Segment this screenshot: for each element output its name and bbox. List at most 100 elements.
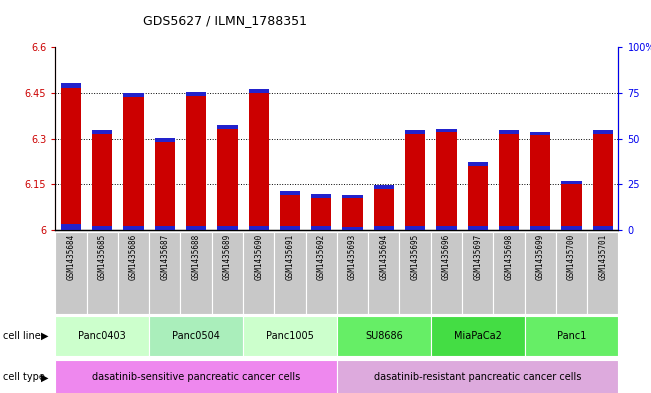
Text: dasatinib-resistant pancreatic cancer cells: dasatinib-resistant pancreatic cancer ce… bbox=[374, 372, 581, 382]
Bar bbox=[87, 232, 118, 314]
Bar bbox=[155, 138, 175, 141]
Text: GSM1435696: GSM1435696 bbox=[442, 233, 451, 280]
Bar bbox=[55, 232, 87, 314]
Bar bbox=[467, 162, 488, 166]
Bar bbox=[530, 132, 550, 136]
Bar bbox=[149, 316, 243, 356]
Bar bbox=[92, 130, 113, 134]
Bar bbox=[525, 232, 556, 314]
Text: GSM1435697: GSM1435697 bbox=[473, 233, 482, 280]
Bar bbox=[61, 88, 81, 230]
Bar bbox=[280, 191, 300, 195]
Bar bbox=[561, 180, 582, 184]
Bar bbox=[274, 232, 305, 314]
Bar bbox=[249, 93, 269, 230]
Bar bbox=[280, 226, 300, 230]
Bar bbox=[124, 226, 144, 230]
Bar bbox=[405, 130, 425, 134]
Bar bbox=[311, 198, 331, 230]
Bar bbox=[525, 316, 618, 356]
Bar bbox=[405, 226, 425, 230]
Text: dasatinib-sensitive pancreatic cancer cells: dasatinib-sensitive pancreatic cancer ce… bbox=[92, 372, 300, 382]
Text: MiaPaCa2: MiaPaCa2 bbox=[454, 331, 502, 341]
Bar bbox=[342, 198, 363, 230]
Bar bbox=[467, 166, 488, 230]
Bar bbox=[61, 224, 81, 230]
Bar bbox=[493, 232, 525, 314]
Text: GDS5627 / ILMN_1788351: GDS5627 / ILMN_1788351 bbox=[143, 14, 307, 27]
Bar bbox=[592, 134, 613, 230]
Text: Panc1005: Panc1005 bbox=[266, 331, 314, 341]
Bar bbox=[92, 226, 113, 230]
Text: cell line: cell line bbox=[3, 331, 41, 341]
Text: GSM1435694: GSM1435694 bbox=[380, 233, 388, 280]
Bar bbox=[243, 232, 274, 314]
Bar bbox=[305, 232, 337, 314]
Bar bbox=[249, 226, 269, 230]
Text: GSM1435687: GSM1435687 bbox=[160, 233, 169, 280]
Bar bbox=[467, 226, 488, 230]
Bar bbox=[311, 194, 331, 198]
Bar bbox=[374, 189, 394, 230]
Bar bbox=[400, 232, 431, 314]
Bar bbox=[280, 195, 300, 230]
Bar bbox=[149, 232, 180, 314]
Bar bbox=[217, 129, 238, 230]
Bar bbox=[436, 132, 456, 230]
Text: Panc0403: Panc0403 bbox=[78, 331, 126, 341]
Text: GSM1435699: GSM1435699 bbox=[536, 233, 545, 280]
Text: GSM1435691: GSM1435691 bbox=[286, 233, 294, 280]
Bar bbox=[186, 96, 206, 230]
Text: GSM1435693: GSM1435693 bbox=[348, 233, 357, 280]
Text: SU8686: SU8686 bbox=[365, 331, 403, 341]
Text: GSM1435686: GSM1435686 bbox=[129, 233, 138, 280]
Bar bbox=[337, 360, 618, 393]
Text: ▶: ▶ bbox=[41, 331, 49, 341]
Bar bbox=[499, 226, 519, 230]
Bar bbox=[462, 232, 493, 314]
Text: GSM1435695: GSM1435695 bbox=[411, 233, 420, 280]
Bar bbox=[431, 316, 525, 356]
Bar bbox=[587, 232, 618, 314]
Bar bbox=[342, 195, 363, 198]
Bar bbox=[217, 125, 238, 129]
Bar bbox=[212, 232, 243, 314]
Bar bbox=[55, 316, 149, 356]
Bar bbox=[342, 227, 363, 230]
Bar bbox=[431, 232, 462, 314]
Bar bbox=[592, 130, 613, 134]
Text: GSM1435685: GSM1435685 bbox=[98, 233, 107, 280]
Bar bbox=[368, 232, 400, 314]
Bar bbox=[186, 92, 206, 96]
Bar bbox=[217, 226, 238, 230]
Bar bbox=[61, 83, 81, 88]
Bar bbox=[155, 141, 175, 230]
Bar bbox=[561, 184, 582, 230]
Bar bbox=[592, 226, 613, 230]
Bar bbox=[155, 226, 175, 230]
Text: GSM1435684: GSM1435684 bbox=[66, 233, 76, 280]
Bar bbox=[405, 134, 425, 230]
Text: GSM1435689: GSM1435689 bbox=[223, 233, 232, 280]
Bar bbox=[337, 232, 368, 314]
Bar bbox=[530, 136, 550, 230]
Bar bbox=[556, 232, 587, 314]
Bar bbox=[55, 360, 337, 393]
Text: GSM1435700: GSM1435700 bbox=[567, 233, 576, 280]
Bar bbox=[530, 226, 550, 230]
Bar bbox=[186, 226, 206, 230]
Bar bbox=[311, 226, 331, 230]
Bar bbox=[499, 130, 519, 134]
Bar bbox=[337, 316, 431, 356]
Bar bbox=[92, 134, 113, 230]
Bar bbox=[374, 185, 394, 189]
Bar bbox=[124, 93, 144, 97]
Bar bbox=[436, 226, 456, 230]
Text: ▶: ▶ bbox=[41, 372, 49, 382]
Text: Panc1: Panc1 bbox=[557, 331, 586, 341]
Text: GSM1435688: GSM1435688 bbox=[191, 233, 201, 280]
Text: GSM1435701: GSM1435701 bbox=[598, 233, 607, 280]
Bar bbox=[243, 316, 337, 356]
Text: GSM1435690: GSM1435690 bbox=[254, 233, 263, 280]
Text: cell type: cell type bbox=[3, 372, 45, 382]
